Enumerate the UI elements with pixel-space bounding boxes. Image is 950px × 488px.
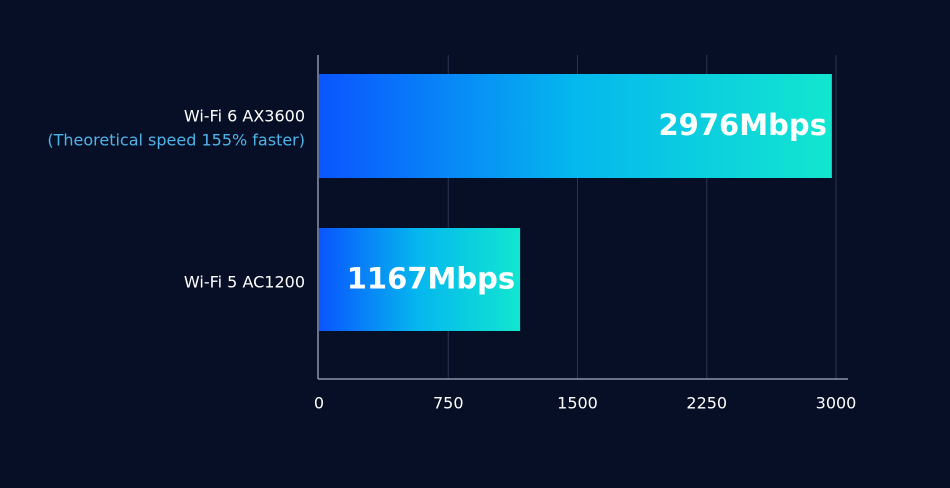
x-tick-label: 3000: [816, 394, 857, 413]
bar: [319, 74, 832, 178]
category-label: Wi-Fi 5 AC1200: [184, 273, 305, 292]
value-label: 2976Mbps: [659, 108, 827, 142]
x-tick-label: 1500: [557, 394, 598, 413]
annotation: (Theoretical speed 155% faster): [47, 131, 305, 150]
x-tick-label: 750: [433, 394, 464, 413]
category-label: Wi-Fi 6 AX3600: [184, 107, 305, 126]
x-tick-label: 0: [314, 394, 324, 413]
value-label: 1167Mbps: [347, 262, 515, 296]
bar: [319, 228, 521, 331]
x-tick-label: 2250: [686, 394, 727, 413]
